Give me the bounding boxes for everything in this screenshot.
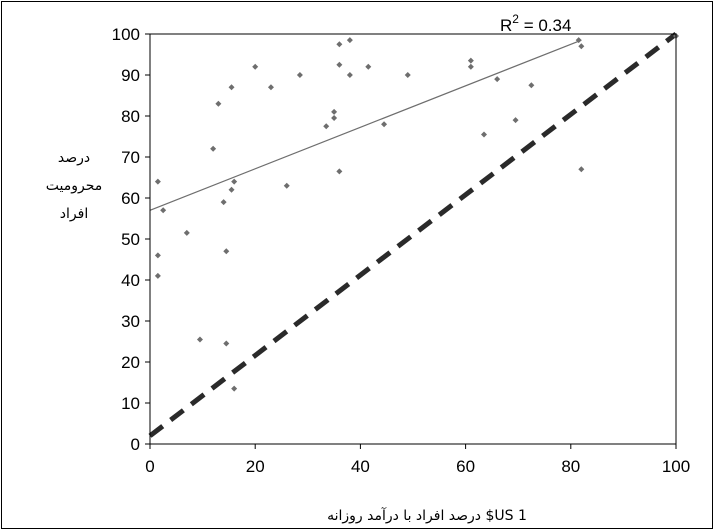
x-tick-label: 40: [351, 457, 370, 476]
x-tick-label: 20: [246, 457, 265, 476]
data-point: [331, 115, 337, 121]
data-point: [160, 207, 166, 213]
y-tick-label: 10: [121, 394, 140, 413]
y-tick-label: 70: [121, 148, 140, 167]
data-point: [481, 131, 487, 137]
data-point: [284, 183, 290, 189]
data-point: [336, 62, 342, 68]
data-point: [223, 248, 229, 254]
y-tick-label: 20: [121, 353, 140, 372]
data-point: [155, 273, 161, 279]
data-point: [323, 123, 329, 129]
y-tick-label: 50: [121, 230, 140, 249]
data-point: [336, 41, 342, 47]
data-point: [231, 179, 237, 185]
data-point: [494, 76, 500, 82]
y-tick-label: 80: [121, 107, 140, 126]
data-point: [347, 37, 353, 43]
y-tick-label: 40: [121, 271, 140, 290]
data-point: [347, 72, 353, 78]
data-point: [252, 64, 258, 70]
data-point: [297, 72, 303, 78]
data-point: [229, 84, 235, 90]
x-tick-label: 100: [662, 457, 690, 476]
y-tick-label: 0: [131, 435, 140, 454]
y-tick-label: 90: [121, 66, 140, 85]
data-point: [155, 179, 161, 185]
r-squared-annotation: R2 = 0.34: [500, 12, 571, 35]
x-axis-label: درصد افراد با درآمد روزانه $US 1: [327, 507, 527, 524]
data-point: [184, 230, 190, 236]
trend-line: [150, 40, 581, 210]
reference-line: [150, 34, 676, 436]
data-point: [468, 58, 474, 64]
y-axis-label-line-3: افراد: [60, 206, 88, 222]
x-tick-label: 0: [145, 457, 154, 476]
data-point: [221, 199, 227, 205]
data-point: [229, 187, 235, 193]
data-point: [268, 84, 274, 90]
data-point: [578, 166, 584, 172]
data-point: [197, 336, 203, 342]
y-tick-label: 60: [121, 189, 140, 208]
data-point: [223, 341, 229, 347]
data-point: [578, 43, 584, 49]
y-tick-label: 100: [112, 25, 140, 44]
data-point: [231, 386, 237, 392]
data-point: [365, 64, 371, 70]
data-point: [336, 168, 342, 174]
x-tick-label: 60: [456, 457, 475, 476]
data-point: [528, 82, 534, 88]
data-point: [331, 109, 337, 115]
data-point: [513, 117, 519, 123]
data-point: [468, 64, 474, 70]
y-axis-label-line-2: محرومیت: [46, 178, 103, 194]
data-point: [210, 146, 216, 152]
data-point: [405, 72, 411, 78]
data-point: [381, 121, 387, 127]
x-tick-label: 80: [561, 457, 580, 476]
y-tick-label: 30: [121, 312, 140, 331]
data-point: [155, 252, 161, 258]
y-axis-label-line-1: درصد: [58, 150, 90, 166]
data-point: [215, 101, 221, 107]
